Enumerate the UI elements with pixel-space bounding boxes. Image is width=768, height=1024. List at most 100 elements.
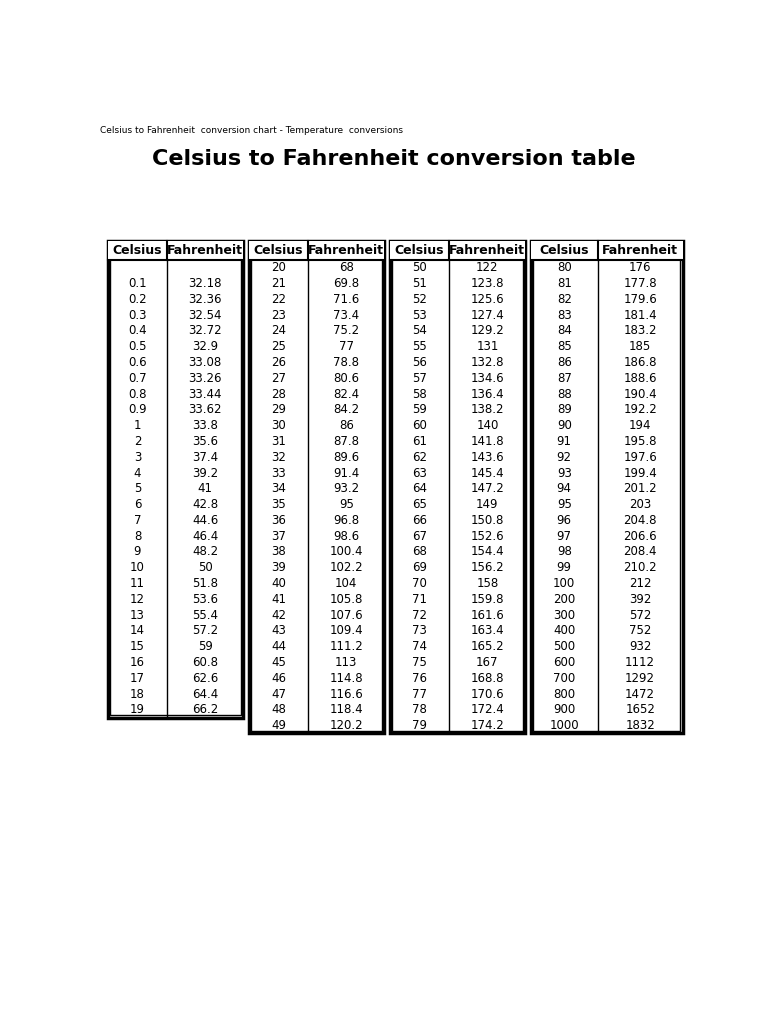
Text: 32.18: 32.18 bbox=[188, 278, 222, 290]
Text: 14: 14 bbox=[130, 625, 145, 637]
Text: Celsius to Fahrenheit conversion table: Celsius to Fahrenheit conversion table bbox=[152, 150, 635, 169]
Text: 174.2: 174.2 bbox=[471, 719, 505, 732]
Text: 87: 87 bbox=[557, 372, 571, 385]
Text: 1832: 1832 bbox=[625, 719, 655, 732]
Text: 85: 85 bbox=[557, 340, 571, 353]
Text: 102.2: 102.2 bbox=[329, 561, 363, 574]
Text: 51.8: 51.8 bbox=[192, 578, 218, 590]
Text: 25: 25 bbox=[271, 340, 286, 353]
Text: 61: 61 bbox=[412, 435, 427, 447]
Text: 8: 8 bbox=[134, 529, 141, 543]
Text: 70: 70 bbox=[412, 578, 427, 590]
Text: 89: 89 bbox=[557, 403, 571, 417]
Text: 47: 47 bbox=[271, 687, 286, 700]
Text: 24: 24 bbox=[271, 325, 286, 338]
Text: 129.2: 129.2 bbox=[471, 325, 505, 338]
Bar bbox=[110, 244, 241, 716]
Text: 83: 83 bbox=[557, 308, 571, 322]
Text: 118.4: 118.4 bbox=[329, 703, 363, 717]
Text: 55: 55 bbox=[412, 340, 427, 353]
Text: 33.62: 33.62 bbox=[188, 403, 222, 417]
Text: 52: 52 bbox=[412, 293, 427, 306]
Text: 0.6: 0.6 bbox=[128, 356, 147, 369]
Text: 122: 122 bbox=[476, 261, 498, 274]
Text: 6: 6 bbox=[134, 498, 141, 511]
Text: 177.8: 177.8 bbox=[624, 278, 657, 290]
Text: 13: 13 bbox=[130, 608, 145, 622]
Text: 147.2: 147.2 bbox=[471, 482, 505, 496]
Text: 0.7: 0.7 bbox=[128, 372, 147, 385]
Text: 84: 84 bbox=[557, 325, 571, 338]
Text: 40: 40 bbox=[271, 578, 286, 590]
Text: 84.2: 84.2 bbox=[333, 403, 359, 417]
Text: 80: 80 bbox=[557, 261, 571, 274]
Text: 172.4: 172.4 bbox=[471, 703, 505, 717]
Text: 1: 1 bbox=[134, 419, 141, 432]
Text: 1112: 1112 bbox=[625, 656, 655, 669]
Text: 107.6: 107.6 bbox=[329, 608, 363, 622]
Text: 136.4: 136.4 bbox=[471, 388, 504, 400]
Text: 49: 49 bbox=[271, 719, 286, 732]
Text: 159.8: 159.8 bbox=[471, 593, 504, 606]
Text: 145.4: 145.4 bbox=[471, 467, 504, 479]
Text: 179.6: 179.6 bbox=[624, 293, 657, 306]
Text: 0.5: 0.5 bbox=[128, 340, 147, 353]
Text: Fahrenheit: Fahrenheit bbox=[602, 244, 678, 257]
Text: 55.4: 55.4 bbox=[192, 608, 218, 622]
Bar bbox=[389, 242, 525, 733]
Text: 33: 33 bbox=[271, 467, 286, 479]
Text: 78.8: 78.8 bbox=[333, 356, 359, 369]
Text: 132.8: 132.8 bbox=[471, 356, 504, 369]
Text: 1652: 1652 bbox=[625, 703, 655, 717]
Text: Celsius to Fahrenheit  conversion chart - Temperature  conversions: Celsius to Fahrenheit conversion chart -… bbox=[100, 126, 403, 135]
Bar bbox=[249, 242, 384, 733]
Text: 100: 100 bbox=[553, 578, 575, 590]
Text: 176: 176 bbox=[629, 261, 651, 274]
Text: 120.2: 120.2 bbox=[329, 719, 363, 732]
Text: 116.6: 116.6 bbox=[329, 687, 363, 700]
Text: 3: 3 bbox=[134, 451, 141, 464]
Text: 19: 19 bbox=[130, 703, 145, 717]
Text: 71.6: 71.6 bbox=[333, 293, 359, 306]
Bar bbox=[531, 242, 683, 260]
Text: 69.8: 69.8 bbox=[333, 278, 359, 290]
Text: 150.8: 150.8 bbox=[471, 514, 504, 527]
Text: 18: 18 bbox=[130, 687, 145, 700]
Text: 77: 77 bbox=[339, 340, 354, 353]
Text: 163.4: 163.4 bbox=[471, 625, 504, 637]
Text: 7: 7 bbox=[134, 514, 141, 527]
Text: Celsius: Celsius bbox=[539, 244, 589, 257]
Text: 76: 76 bbox=[412, 672, 427, 685]
Text: 75.2: 75.2 bbox=[333, 325, 359, 338]
Text: 62: 62 bbox=[412, 451, 427, 464]
Text: 111.2: 111.2 bbox=[329, 640, 363, 653]
Text: 0.3: 0.3 bbox=[128, 308, 147, 322]
Text: 23: 23 bbox=[271, 308, 286, 322]
Text: 22: 22 bbox=[271, 293, 286, 306]
Text: 900: 900 bbox=[553, 703, 575, 717]
Text: 100.4: 100.4 bbox=[329, 546, 363, 558]
Text: 44: 44 bbox=[271, 640, 286, 653]
Text: 32: 32 bbox=[271, 451, 286, 464]
Text: 33.8: 33.8 bbox=[192, 419, 218, 432]
Text: 60.8: 60.8 bbox=[192, 656, 218, 669]
Text: 161.6: 161.6 bbox=[471, 608, 505, 622]
Text: Celsius: Celsius bbox=[395, 244, 445, 257]
Text: 201.2: 201.2 bbox=[624, 482, 657, 496]
Text: 81: 81 bbox=[557, 278, 571, 290]
Text: 35: 35 bbox=[271, 498, 286, 511]
Text: 58: 58 bbox=[412, 388, 427, 400]
Text: 51: 51 bbox=[412, 278, 427, 290]
Text: 59: 59 bbox=[198, 640, 213, 653]
Text: 20: 20 bbox=[271, 261, 286, 274]
Text: 80.6: 80.6 bbox=[333, 372, 359, 385]
Text: 392: 392 bbox=[629, 593, 651, 606]
Text: 95: 95 bbox=[557, 498, 571, 511]
Text: 82.4: 82.4 bbox=[333, 388, 359, 400]
Text: 60: 60 bbox=[412, 419, 427, 432]
Text: 64.4: 64.4 bbox=[192, 687, 218, 700]
Text: 39.2: 39.2 bbox=[192, 467, 218, 479]
Text: 50: 50 bbox=[198, 561, 213, 574]
Text: 17: 17 bbox=[130, 672, 145, 685]
Text: 77: 77 bbox=[412, 687, 427, 700]
